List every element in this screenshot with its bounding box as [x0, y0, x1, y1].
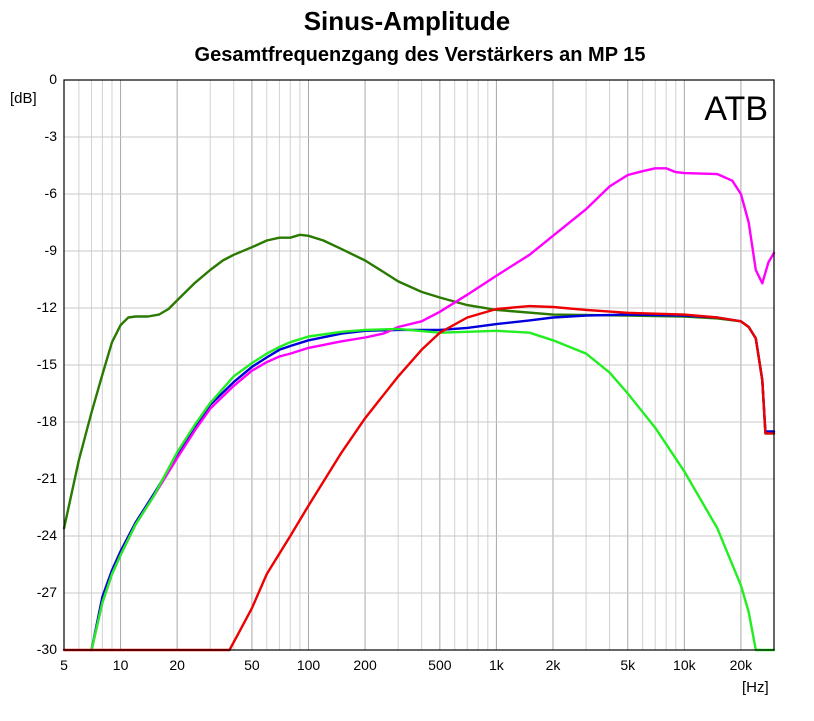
- y-tick-label: -24: [37, 527, 57, 543]
- series-group: [62, 167, 776, 652]
- y-tick-label: -21: [37, 470, 57, 486]
- y-tick-label: 0: [49, 71, 57, 87]
- x-tick-label: 200: [353, 657, 377, 673]
- grid: [64, 79, 774, 651]
- y-tick-label: -27: [37, 584, 57, 600]
- x-tick-label: 1k: [489, 657, 505, 673]
- y-tick-labels: 0 -3 -6 -9 -12 -15 -18 -21 -24 -27 -30: [37, 71, 57, 657]
- series-line-1: [62, 233, 776, 530]
- y-axis-label: [dB]: [10, 90, 37, 107]
- y-tick-label: -9: [45, 242, 58, 258]
- y-tick-label: -30: [37, 641, 57, 657]
- x-tick-label: 20: [169, 657, 185, 673]
- x-tick-labels: 5 10 20 50 100 200 500 1k 2k 5k 10k 20k: [60, 657, 753, 673]
- y-tick-label: -12: [37, 299, 57, 315]
- chart-subtitle: Gesamtfrequenzgang des Verstärkers an MP…: [194, 44, 646, 66]
- x-tick-label: 5: [60, 657, 68, 673]
- x-tick-label: 5k: [620, 657, 636, 673]
- annotation-atb: ATB: [704, 90, 768, 128]
- x-tick-label: 10k: [673, 657, 697, 673]
- chart-title: Sinus-Amplitude: [303, 6, 511, 36]
- series-line-5: [62, 304, 776, 652]
- x-tick-label: 100: [297, 657, 321, 673]
- y-tick-label: -3: [45, 128, 58, 144]
- x-tick-label: 50: [244, 657, 260, 673]
- x-tick-label: 500: [428, 657, 452, 673]
- series-line-3: [90, 167, 776, 652]
- x-axis-label: [Hz]: [742, 679, 769, 696]
- plot-frame: [63, 79, 775, 651]
- y-tick-label: -6: [45, 185, 58, 201]
- series-line-4: [90, 327, 776, 652]
- x-tick-label: 10: [113, 657, 129, 673]
- x-tick-label: 20k: [730, 657, 754, 673]
- y-tick-label: -15: [37, 356, 57, 372]
- x-tick-label: 2k: [546, 657, 562, 673]
- y-tick-label: -18: [37, 413, 57, 429]
